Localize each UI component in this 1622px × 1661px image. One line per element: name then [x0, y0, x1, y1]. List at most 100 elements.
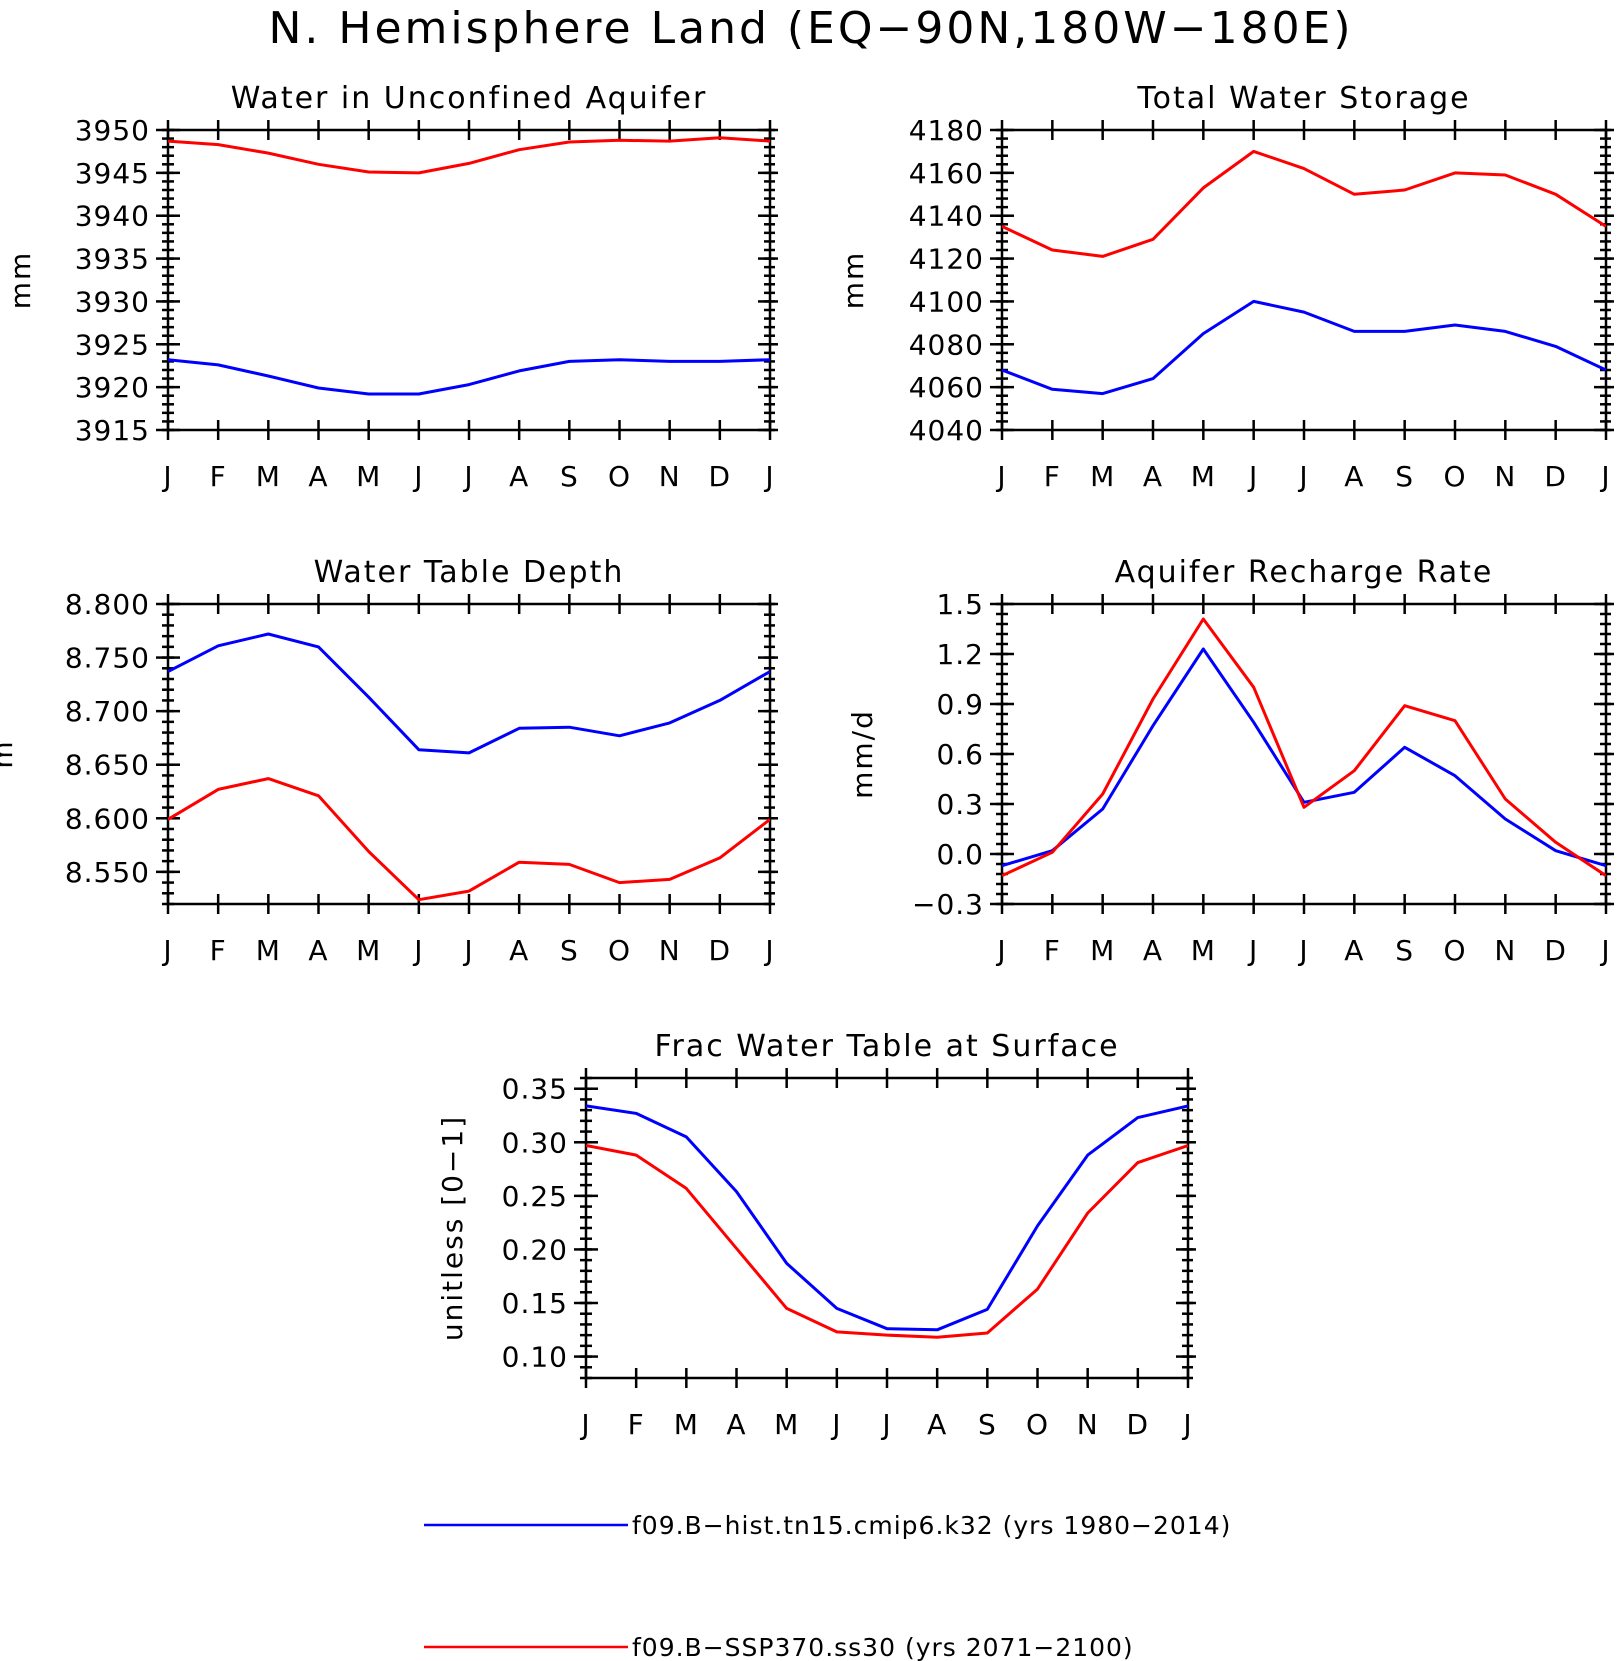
x-tick-label: J [412, 934, 423, 967]
x-tick-label: A [509, 934, 529, 967]
y-tick-label: 4160 [909, 157, 984, 190]
y-tick-label: 3930 [75, 285, 150, 318]
x-tick-label: O [1443, 934, 1466, 967]
y-tick-label: 3940 [75, 200, 150, 233]
y-tick-label: 0.15 [502, 1287, 568, 1320]
x-tick-label: F [210, 934, 227, 967]
y-axis-label: mm/d [846, 709, 879, 799]
y-tick-label: 0.20 [502, 1233, 568, 1266]
y-tick-label: 4060 [909, 371, 984, 404]
x-tick-label: M [1090, 934, 1115, 967]
x-tick-label: N [1494, 460, 1516, 493]
y-tick-label: 0.25 [502, 1180, 568, 1213]
x-tick-label: A [1344, 460, 1364, 493]
x-tick-label: M [1090, 460, 1115, 493]
y-tick-label: 3925 [75, 328, 150, 361]
x-tick-label: J [1599, 460, 1610, 493]
y-tick-label: 4100 [909, 285, 984, 318]
y-tick-label: 4080 [909, 328, 984, 361]
x-tick-label: O [1443, 460, 1466, 493]
series-line-ssp [168, 136, 770, 175]
x-tick-label: F [628, 1408, 645, 1441]
x-tick-label: M [256, 934, 281, 967]
x-tick-label: O [1026, 1408, 1049, 1441]
y-tick-label: 3915 [75, 414, 150, 447]
x-tick-label: A [509, 460, 529, 493]
x-tick-label: D [709, 934, 732, 967]
y-tick-label: 0.10 [502, 1341, 568, 1374]
y-tick-label: 0.0 [936, 838, 984, 871]
y-tick-label: 0.35 [502, 1073, 568, 1106]
y-tick-label: 0.30 [502, 1126, 568, 1159]
y-tick-label: 0.9 [936, 688, 984, 721]
x-tick-label: A [1143, 934, 1163, 967]
y-tick-label: 3945 [75, 157, 150, 190]
y-tick-label: 8.750 [65, 642, 150, 675]
y-tick-label: 8.600 [65, 802, 150, 835]
x-tick-label: D [1127, 1408, 1150, 1441]
y-tick-label: 3935 [75, 243, 150, 276]
y-tick-label: 4040 [909, 414, 984, 447]
y-tick-label: 0.3 [936, 788, 984, 821]
x-tick-label: A [1344, 934, 1364, 967]
x-tick-label: O [608, 460, 631, 493]
x-tick-label: M [674, 1408, 699, 1441]
x-tick-label: N [659, 934, 681, 967]
panel-title: Water in Unconfined Aquifer [231, 81, 708, 116]
legend-label-ssp: f09.B−SSP370.ss30 (yrs 2071−2100) [632, 1633, 1134, 1661]
x-tick-label: J [830, 1408, 841, 1441]
x-tick-label: A [308, 934, 328, 967]
series-line-ssp [1002, 617, 1606, 878]
x-tick-label: S [560, 460, 579, 493]
x-tick-label: S [1395, 934, 1414, 967]
series-line-hist [1002, 647, 1606, 868]
x-tick-label: D [1544, 460, 1567, 493]
series-line-hist [168, 358, 770, 396]
plot-frame [1000, 602, 1608, 906]
y-tick-label: 8.650 [65, 749, 150, 782]
x-tick-label: J [763, 934, 774, 967]
series-line-ssp [1002, 149, 1606, 258]
x-tick-label: D [1544, 934, 1567, 967]
y-axis-label: mm [837, 251, 870, 310]
x-tick-label: A [927, 1408, 947, 1441]
x-tick-label: M [1191, 460, 1216, 493]
x-tick-label: M [774, 1408, 799, 1441]
y-tick-label: −0.3 [912, 888, 984, 921]
y-tick-label: 1.2 [936, 638, 984, 671]
x-tick-label: A [726, 1408, 746, 1441]
x-tick-label: J [1599, 934, 1610, 967]
x-tick-label: N [659, 460, 681, 493]
plot-frame [584, 1076, 1190, 1380]
x-tick-label: S [978, 1408, 997, 1441]
x-tick-label: J [462, 934, 473, 967]
x-tick-label: M [256, 460, 281, 493]
panel-title: Total Water Storage [1136, 81, 1470, 116]
y-tick-label: 4140 [909, 200, 984, 233]
x-tick-label: J [995, 460, 1006, 493]
x-tick-label: S [1395, 460, 1414, 493]
x-tick-label: M [356, 460, 381, 493]
x-tick-label: J [161, 460, 172, 493]
x-tick-label: J [995, 934, 1006, 967]
x-tick-label: N [1494, 934, 1516, 967]
x-tick-label: J [161, 934, 172, 967]
y-tick-label: 0.6 [936, 738, 984, 771]
plot-frame [1000, 128, 1608, 432]
y-tick-label: 3920 [75, 371, 150, 404]
y-tick-label: 4120 [909, 243, 984, 276]
x-tick-label: N [1077, 1408, 1099, 1441]
x-tick-label: J [1297, 460, 1308, 493]
series-line-hist [586, 1104, 1188, 1332]
x-tick-label: F [1044, 460, 1061, 493]
x-tick-label: J [1247, 934, 1258, 967]
x-tick-label: J [1181, 1408, 1192, 1441]
x-tick-label: J [462, 460, 473, 493]
legend-label-hist: f09.B−hist.tn15.cmip6.k32 (yrs 1980−2014… [632, 1511, 1231, 1540]
y-axis-label: unitless [0−1] [436, 1115, 469, 1341]
